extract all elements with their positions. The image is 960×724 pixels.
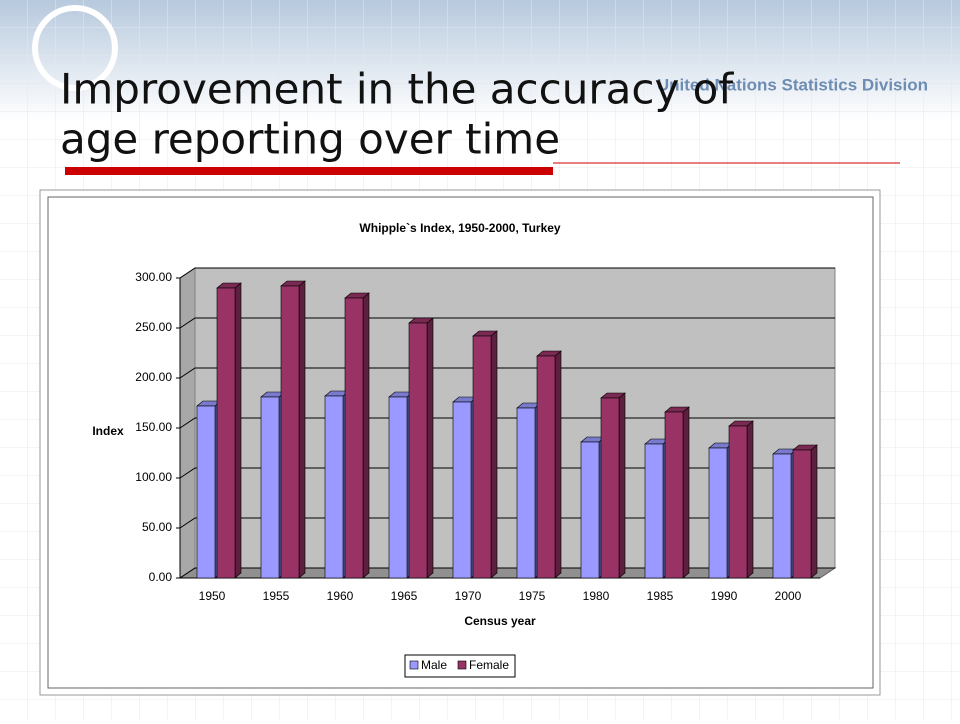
bar-side: [554, 350, 562, 579]
bar-side: [746, 420, 754, 579]
bar: [344, 297, 364, 579]
bar-side: [810, 444, 818, 579]
bar: [472, 335, 492, 579]
x-tick-label: 1965: [391, 589, 418, 603]
y-tick-label: 200.00: [135, 370, 172, 384]
bar: [580, 441, 600, 579]
x-tick-label: 1980: [583, 589, 610, 603]
chart-title: Whipple`s Index, 1950-2000, Turkey: [359, 221, 561, 235]
y-tick-label: 100.00: [135, 470, 172, 484]
bar-side: [618, 392, 626, 579]
bar-side: [362, 292, 370, 579]
bar: [388, 396, 408, 579]
x-tick-label: 1970: [455, 589, 482, 603]
bar: [260, 396, 280, 579]
grid-line: [179, 367, 835, 379]
legend-label: Male: [421, 658, 447, 672]
x-tick-label: 1950: [199, 589, 226, 603]
x-tick-label: 1990: [711, 589, 738, 603]
title-underline: [65, 167, 553, 175]
slide-title: Improvement in the accuracy of: [60, 65, 734, 114]
y-tick-label: 150.00: [135, 420, 172, 434]
y-tick-label: 50.00: [142, 520, 172, 534]
bar: [452, 401, 472, 579]
bar: [216, 287, 236, 579]
bar: [792, 449, 812, 579]
organization: United Nations Statistics Division: [657, 75, 928, 94]
x-axis-label: Census year: [464, 614, 536, 628]
bar: [196, 405, 216, 579]
legend-swatch: [457, 660, 467, 670]
x-tick-label: 1955: [263, 589, 290, 603]
bar-side: [234, 282, 242, 579]
x-tick-label: 1960: [327, 589, 354, 603]
x-tick-label: 1985: [647, 589, 674, 603]
legend-label: Female: [469, 658, 509, 672]
bar: [408, 322, 428, 579]
x-tick-label: 2000: [775, 589, 802, 603]
bar-side: [682, 406, 690, 579]
bar: [664, 411, 684, 579]
bar: [600, 397, 620, 579]
bar-side: [298, 280, 306, 579]
bar: [772, 453, 792, 579]
bar: [324, 395, 344, 579]
un-logo: [32, 5, 118, 91]
y-tick-label: 300.00: [135, 270, 172, 284]
grid-line: [179, 317, 835, 329]
bar-side: [490, 330, 498, 579]
bar: [516, 407, 536, 579]
y-axis-label: Index: [92, 424, 124, 438]
y-tick-label: 0.00: [149, 570, 173, 584]
grid-line: [179, 267, 835, 279]
bar: [536, 355, 556, 579]
bar: [280, 285, 300, 579]
bar: [708, 447, 728, 579]
legend-swatch: [409, 660, 419, 670]
bar-side: [426, 317, 434, 579]
bar: [644, 443, 664, 579]
y-tick-label: 250.00: [135, 320, 172, 334]
bar: [728, 425, 748, 579]
slide-title: age reporting over time: [60, 115, 560, 164]
x-tick-label: 1975: [519, 589, 546, 603]
